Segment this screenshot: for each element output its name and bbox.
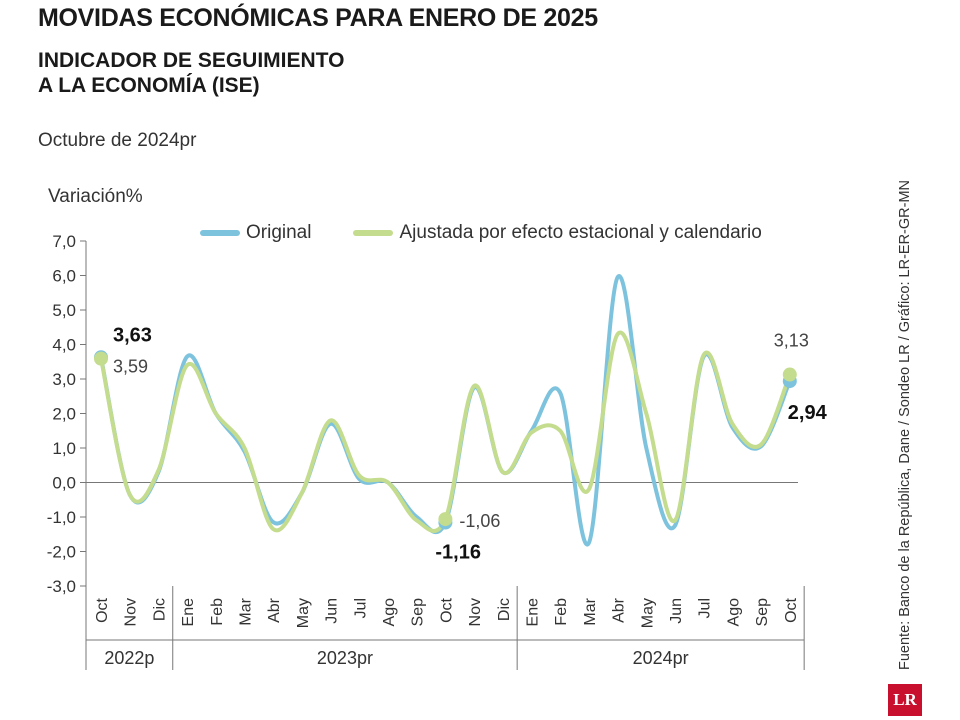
x-tick-label: May bbox=[295, 598, 312, 628]
legend-item-adjusted: Ajustada por efecto estacional y calenda… bbox=[353, 222, 762, 244]
x-tick-label: Mar bbox=[582, 597, 599, 625]
x-tick-label: Sep bbox=[410, 598, 427, 627]
x-tick-label: Jul bbox=[697, 598, 714, 618]
x-tick-label: Nov bbox=[467, 598, 484, 626]
y-tick-label: -3,0 bbox=[47, 577, 76, 596]
x-tick-label: Ene bbox=[525, 598, 542, 627]
data-label: 3,59 bbox=[113, 357, 148, 377]
x-tick-label: Ago bbox=[381, 598, 398, 627]
chart-title: MOVIDAS ECONÓMICAS PARA ENERO DE 2025 bbox=[38, 4, 598, 32]
lr-logo: LR bbox=[888, 684, 922, 716]
data-label: 2,94 bbox=[788, 402, 828, 424]
year-group-label: 2023pr bbox=[317, 648, 373, 668]
x-tick-label: Oct bbox=[783, 597, 800, 622]
y-tick-label: 5,0 bbox=[52, 301, 76, 320]
x-tick-label: Mar bbox=[238, 597, 255, 625]
year-group-label: 2024pr bbox=[633, 648, 689, 668]
y-tick-label: 1,0 bbox=[52, 439, 76, 458]
legend: Original Ajustada por efecto estacional … bbox=[200, 222, 804, 244]
y-tick-label: 6,0 bbox=[52, 267, 76, 286]
legend-swatch-original bbox=[200, 230, 240, 236]
x-tick-label: Dic bbox=[151, 598, 168, 621]
x-tick-label: Sep bbox=[754, 598, 771, 627]
x-tick-label: Ene bbox=[180, 598, 197, 627]
x-tick-label: Oct bbox=[94, 597, 111, 622]
data-label: 3,63 bbox=[113, 324, 152, 346]
x-tick-label: Dic bbox=[496, 598, 513, 621]
y-tick-label: 0,0 bbox=[52, 474, 76, 493]
x-tick-label: Feb bbox=[209, 598, 226, 626]
series-line-adjusted bbox=[99, 330, 792, 533]
legend-swatch-adjusted bbox=[353, 230, 394, 236]
source-note: Fuente: Banco de la República, Dane / So… bbox=[897, 179, 913, 670]
chart-subtitle: INDICADOR DE SEGUIMIENTO A LA ECONOMÍA (… bbox=[38, 48, 344, 98]
y-tick-label: -2,0 bbox=[47, 543, 76, 562]
legend-label-adjusted: Ajustada por efecto estacional y calenda… bbox=[399, 222, 762, 243]
subtitle-line-1: INDICADOR DE SEGUIMIENTO bbox=[38, 49, 345, 72]
y-tick-label: 4,0 bbox=[52, 336, 76, 355]
y-tick-label: 3,0 bbox=[52, 370, 76, 389]
data-point-adjusted bbox=[782, 367, 797, 382]
x-tick-label: Ago bbox=[725, 598, 742, 627]
legend-item-original: Original bbox=[200, 222, 311, 244]
x-tick-label: May bbox=[639, 598, 656, 628]
year-group-label: 2022p bbox=[104, 648, 154, 668]
y-tick-label: -1,0 bbox=[47, 508, 76, 527]
x-tick-label: Oct bbox=[438, 597, 455, 622]
y-tick-label: 7,0 bbox=[52, 232, 76, 251]
period-label: Octubre de 2024pr bbox=[38, 130, 197, 151]
subtitle-line-2: A LA ECONOMÍA (ISE) bbox=[38, 74, 260, 97]
legend-label-original: Original bbox=[246, 222, 312, 243]
data-label: 3,13 bbox=[774, 331, 809, 351]
x-tick-label: Abr bbox=[611, 597, 628, 623]
data-point-adjusted bbox=[94, 351, 108, 366]
x-tick-label: Feb bbox=[553, 598, 570, 626]
x-tick-label: Jun bbox=[324, 598, 341, 624]
x-tick-label: Jun bbox=[668, 598, 685, 624]
data-label: -1,16 bbox=[435, 542, 481, 564]
x-tick-label: Jul bbox=[352, 598, 369, 618]
series-line-original bbox=[99, 274, 792, 547]
y-axis-label: Variación% bbox=[48, 186, 143, 207]
data-label: -1,06 bbox=[459, 511, 500, 531]
data-point-adjusted bbox=[438, 512, 453, 527]
y-tick-label: 2,0 bbox=[52, 405, 76, 424]
x-tick-label: Abr bbox=[266, 597, 283, 623]
x-tick-label: Nov bbox=[123, 598, 140, 626]
